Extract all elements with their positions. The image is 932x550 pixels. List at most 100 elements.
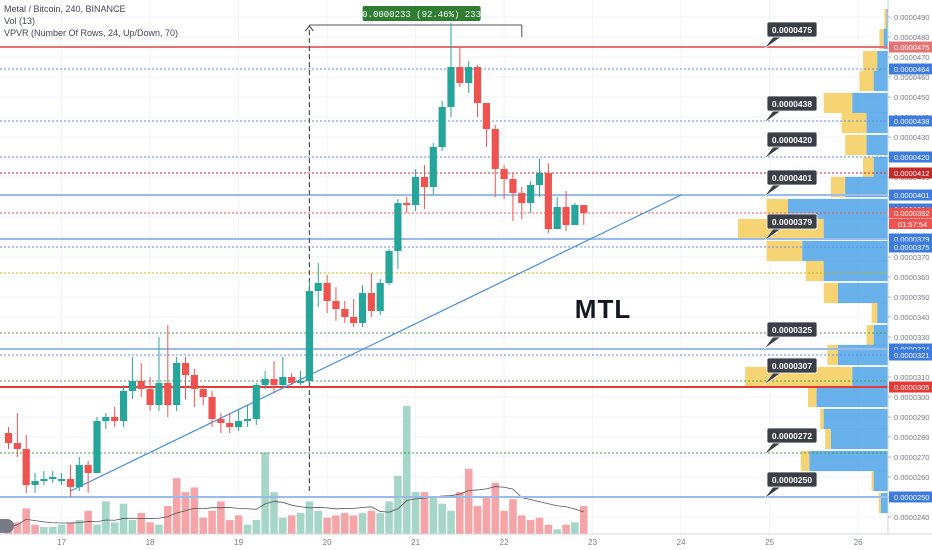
candle-body <box>341 309 348 317</box>
price-tag-label: 0.0000392 <box>894 209 929 218</box>
candle <box>40 471 47 485</box>
candle-body <box>465 67 472 83</box>
time-axis-label: 17 <box>57 538 66 547</box>
price-tag-label: 0.0000401 <box>894 191 929 200</box>
price-axis-label: 0.0000450 <box>894 93 929 102</box>
vpvr-row-down <box>867 325 874 345</box>
candle <box>501 165 508 199</box>
candle <box>341 301 348 323</box>
price-tag-label: 0.0000321 <box>894 351 929 360</box>
candle-body <box>253 385 260 419</box>
volume-pane <box>5 406 588 534</box>
candle <box>120 385 127 427</box>
candle <box>527 181 534 213</box>
volume-bar <box>376 513 384 534</box>
candle <box>288 373 295 385</box>
volume-bar <box>447 511 455 534</box>
candle-body <box>545 173 552 229</box>
volume-bar <box>288 515 296 534</box>
candle <box>359 285 366 327</box>
candle-body <box>536 173 543 185</box>
countdown-label: 01:57:54 <box>898 220 927 229</box>
volume-bar <box>350 515 358 534</box>
candle-body <box>501 169 508 179</box>
callout-label: 0.0000379 <box>772 217 812 227</box>
candle-body <box>377 283 384 311</box>
vpvr-row-down <box>824 283 838 303</box>
vpvr-row-up <box>874 471 888 491</box>
candle-body <box>191 375 198 389</box>
volume-bar <box>67 522 75 534</box>
vpvr-row-up <box>877 303 888 323</box>
volume-bar <box>226 520 234 534</box>
candle-body <box>5 433 12 443</box>
candle-body <box>385 251 392 283</box>
vpvr-row-up <box>874 71 888 91</box>
volume-bar <box>235 515 243 534</box>
vpvr-indicator-label[interactable]: VPVR (Number Of Rows, 24, Up/Down, 70) <box>4 27 178 39</box>
time-axis-label: 26 <box>854 538 863 547</box>
volume-bar <box>553 529 561 534</box>
candle <box>93 417 100 473</box>
callout-label: 0.0000420 <box>772 135 812 145</box>
time-axis-label: 18 <box>146 538 155 547</box>
candle <box>217 413 224 433</box>
volume-bar <box>93 525 101 534</box>
candle-body <box>102 417 109 421</box>
candle <box>412 169 419 211</box>
callout-label: 0.0000401 <box>772 173 812 183</box>
volume-bar <box>341 513 349 534</box>
candle-body <box>200 389 207 397</box>
candle <box>554 197 561 229</box>
candles <box>5 23 587 497</box>
candle-body <box>31 481 38 485</box>
price-callout: 0.0000325 <box>764 322 817 349</box>
price-axis-label: 0.0000340 <box>894 313 929 322</box>
price-callout: 0.0000475 <box>764 22 817 49</box>
vpvr-row-down <box>884 9 886 29</box>
volume-bar <box>173 478 181 534</box>
price-tag-label: 0.0000464 <box>894 65 929 74</box>
volume-bar <box>332 515 340 534</box>
candle <box>235 409 242 431</box>
candle-body <box>120 391 127 421</box>
volume-bar <box>14 522 22 534</box>
time-axis-label: 19 <box>234 538 243 547</box>
callout-label: 0.0000438 <box>772 99 812 109</box>
volume-bar <box>217 501 225 534</box>
candle-body <box>421 177 428 187</box>
symbol-title[interactable]: Metal / Bitcoin, 240, BINANCE <box>4 3 178 15</box>
volume-bar <box>279 518 287 534</box>
vpvr-row-up <box>881 493 888 513</box>
candle <box>403 197 410 213</box>
candle <box>421 165 428 209</box>
volume-indicator-label[interactable]: Vol (13) <box>4 15 178 27</box>
price-axis-label: 0.0000310 <box>894 373 929 382</box>
volume-bar <box>49 527 57 534</box>
volume-bar <box>474 506 482 534</box>
vpvr-row-down <box>845 135 866 155</box>
candle <box>279 357 286 387</box>
price-axis-label: 0.0000490 <box>894 13 929 22</box>
vpvr-row-down <box>824 93 853 113</box>
candle-body <box>562 207 569 225</box>
candle-body <box>554 207 561 229</box>
volume-bar <box>199 518 207 534</box>
volume-bar <box>146 522 154 534</box>
price-axis-label: 0.0000470 <box>894 53 929 62</box>
vpvr-row-up <box>877 51 888 71</box>
volume-bar <box>31 525 39 534</box>
volume-bar <box>368 511 376 534</box>
candle <box>173 357 180 411</box>
volume-bar <box>430 497 438 534</box>
candle <box>164 325 171 417</box>
volume-bar <box>403 406 411 534</box>
candle-body <box>58 479 65 481</box>
candle <box>545 163 552 233</box>
candle <box>580 205 587 225</box>
candle-body <box>447 67 454 107</box>
volume-bar <box>244 525 252 534</box>
vpvr-row-down <box>842 113 867 133</box>
candle <box>518 187 525 219</box>
